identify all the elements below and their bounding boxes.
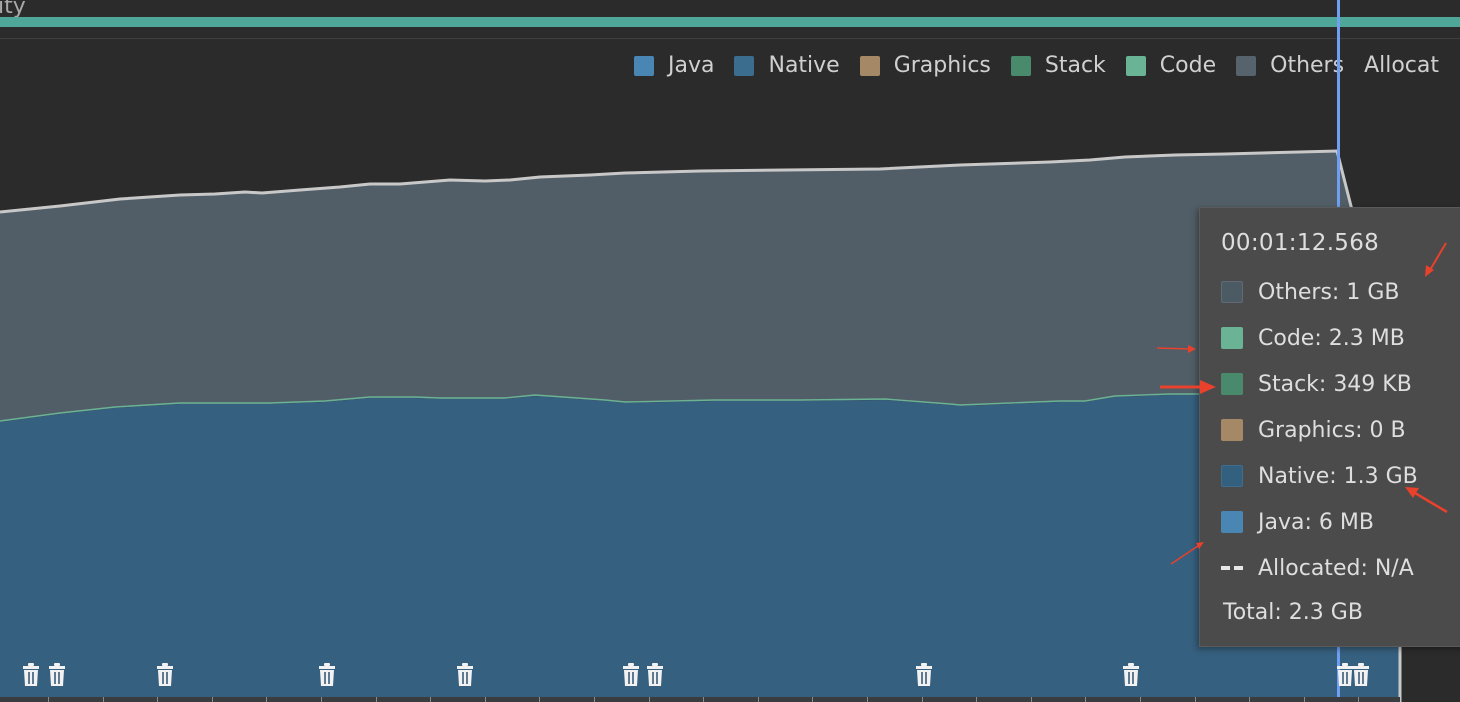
java-legend-swatch bbox=[634, 56, 654, 76]
axis-tick bbox=[1140, 697, 1141, 702]
graphics-legend-swatch bbox=[859, 56, 880, 76]
trash-can-icon[interactable] bbox=[1336, 662, 1354, 688]
legend-item-java: Java bbox=[634, 51, 714, 81]
legend-item-others: Others bbox=[1236, 51, 1344, 81]
tooltip-label-code: Code: 2.3 MB bbox=[1258, 325, 1405, 351]
axis-tick bbox=[1304, 697, 1305, 702]
legend-item-graphics: Graphics bbox=[859, 51, 991, 81]
axis-tick bbox=[212, 697, 213, 702]
trash-can-icon[interactable] bbox=[915, 662, 933, 688]
axis-tick bbox=[48, 697, 49, 702]
axis-tick bbox=[812, 697, 813, 702]
axis-tick bbox=[321, 697, 322, 702]
axis-tick bbox=[430, 697, 431, 702]
track-divider bbox=[0, 38, 1460, 39]
legend-label-stack: Stack bbox=[1044, 53, 1106, 78]
chart-legend: Java Native Graphics Stack Code Others A… bbox=[634, 50, 1459, 82]
trash-can-icon[interactable] bbox=[48, 662, 66, 688]
axis-tick bbox=[976, 697, 977, 702]
native-swatch-icon bbox=[1221, 465, 1243, 487]
legend-item-code: Code bbox=[1125, 51, 1217, 81]
tooltip-label-java: Java: 6 MB bbox=[1258, 509, 1374, 535]
allocated-dash-icon bbox=[1221, 557, 1243, 579]
legend-label-java: Java bbox=[668, 53, 715, 78]
tooltip-label-native: Native: 1.3 GB bbox=[1258, 463, 1418, 489]
others-area bbox=[0, 151, 1352, 422]
native-legend-swatch bbox=[734, 56, 755, 76]
tooltip-label-stack: Stack: 349 KB bbox=[1258, 371, 1412, 397]
trash-can-icon[interactable] bbox=[1122, 662, 1140, 688]
java-swatch-icon bbox=[1221, 511, 1243, 533]
axis-tick bbox=[649, 697, 650, 702]
axis-tick bbox=[485, 697, 486, 702]
trash-can-icon[interactable] bbox=[646, 662, 664, 688]
stack-swatch-icon bbox=[1221, 373, 1243, 395]
legend-label-native: Native bbox=[768, 53, 840, 78]
axis-tick bbox=[376, 697, 377, 702]
axis-tick bbox=[1249, 697, 1250, 702]
stack-legend-swatch bbox=[1010, 56, 1031, 76]
trash-can-icon[interactable] bbox=[318, 662, 336, 688]
legend-label-allocated: Allocat bbox=[1364, 53, 1439, 78]
legend-label-others: Others bbox=[1270, 53, 1345, 78]
no-data-region bbox=[1400, 640, 1460, 702]
graphics-swatch-icon bbox=[1221, 419, 1243, 441]
trash-can-icon[interactable] bbox=[622, 662, 640, 688]
axis-tick bbox=[922, 697, 923, 702]
others-legend-swatch bbox=[1236, 56, 1257, 76]
legend-label-graphics: Graphics bbox=[893, 53, 991, 78]
activity-track[interactable] bbox=[0, 17, 1460, 27]
axis-tick bbox=[1195, 697, 1196, 702]
total-memory-line bbox=[0, 149, 1354, 214]
tooltip-row-native: Native: 1.3 GB bbox=[1221, 461, 1418, 491]
tooltip-label-others: Others: 1 GB bbox=[1258, 279, 1400, 305]
tooltip-timestamp: 00:01:12.568 bbox=[1221, 230, 1380, 256]
tooltip-row-code: Code: 2.3 MB bbox=[1221, 323, 1405, 353]
axis-tick bbox=[867, 697, 868, 702]
code-stack-line bbox=[0, 393, 1200, 422]
tooltip-row-others: Others: 1 GB bbox=[1221, 277, 1399, 307]
others-swatch-icon bbox=[1221, 281, 1243, 303]
trash-can-icon[interactable] bbox=[22, 662, 40, 688]
time-axis[interactable] bbox=[0, 697, 1400, 702]
axis-tick bbox=[594, 697, 595, 702]
axis-tick bbox=[1358, 697, 1359, 702]
track-title: ity bbox=[0, 0, 26, 19]
axis-tick bbox=[103, 697, 104, 702]
axis-tick bbox=[157, 697, 158, 702]
axis-tick bbox=[703, 697, 704, 702]
tooltip-label-graphics: Graphics: 0 B bbox=[1258, 417, 1406, 443]
trash-can-icon[interactable] bbox=[456, 662, 474, 688]
tooltip-total: Total: 2.3 GB bbox=[1223, 600, 1363, 625]
memory-tooltip: 00:01:12.568 Others: 1 GB Code: 2.3 MB S… bbox=[1199, 207, 1460, 647]
trash-can-icon[interactable] bbox=[156, 662, 174, 688]
tooltip-row-graphics: Graphics: 0 B bbox=[1221, 415, 1406, 445]
tooltip-row-java: Java: 6 MB bbox=[1221, 507, 1374, 537]
native-area bbox=[0, 395, 1400, 702]
tooltip-row-stack: Stack: 349 KB bbox=[1221, 369, 1412, 399]
axis-tick bbox=[1031, 697, 1032, 702]
axis-tick bbox=[539, 697, 540, 702]
legend-item-native: Native bbox=[734, 51, 840, 81]
legend-item-allocated: Allocat bbox=[1364, 51, 1439, 81]
trash-can-icon[interactable] bbox=[1352, 662, 1370, 688]
code-legend-swatch bbox=[1125, 56, 1146, 76]
axis-tick bbox=[266, 697, 267, 702]
axis-tick bbox=[758, 697, 759, 702]
legend-label-code: Code bbox=[1159, 53, 1217, 78]
tooltip-label-allocated: Allocated: N/A bbox=[1258, 555, 1414, 581]
code-swatch-icon bbox=[1221, 327, 1243, 349]
tooltip-row-allocated: Allocated: N/A bbox=[1221, 553, 1414, 583]
legend-item-stack: Stack bbox=[1010, 51, 1106, 81]
axis-tick bbox=[1085, 697, 1086, 702]
